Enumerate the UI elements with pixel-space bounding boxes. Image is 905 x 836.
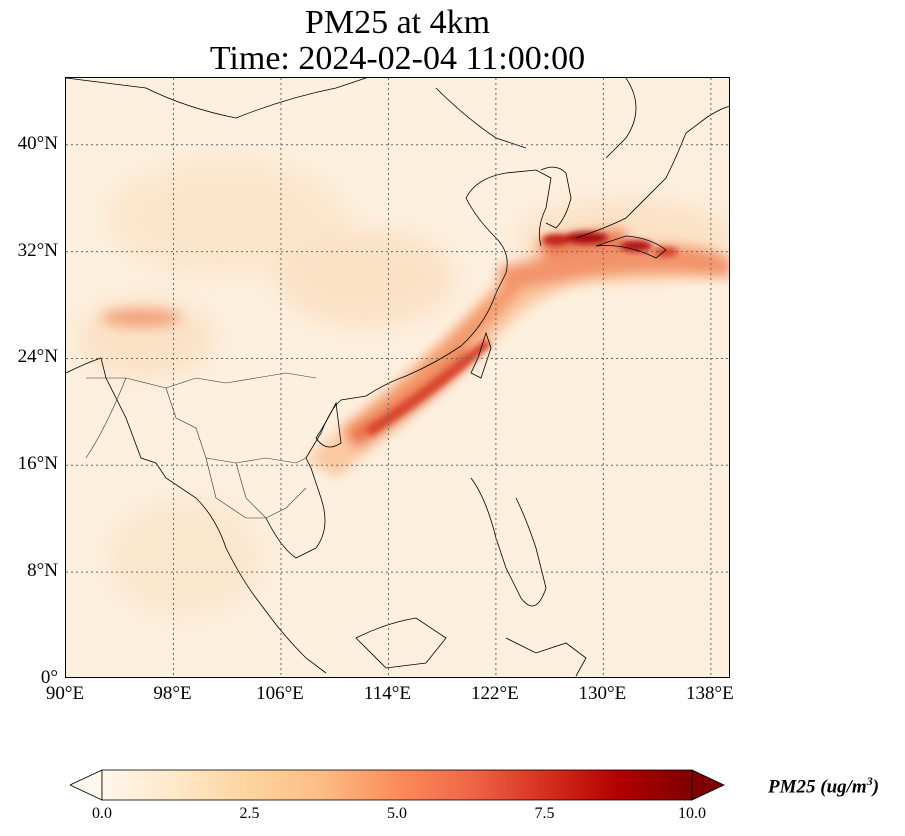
lat-tick-label: 0° (40, 667, 58, 688)
lat-tick-label: 32°N (17, 239, 58, 261)
lat-tick-label: 40°N (17, 132, 58, 154)
lon-tick-label: 106°E (256, 683, 304, 704)
colorbar-tick: 10.0 (678, 805, 706, 822)
map-title: PM25 at 4km (304, 4, 491, 41)
lon-tick-label: 98°E (153, 683, 192, 704)
lat-tick-label: 8°N (27, 560, 58, 582)
colorbar-label-close: ) (872, 776, 880, 798)
pm25-field-map (66, 78, 729, 677)
lon-tick-label: 90°E (45, 683, 85, 704)
colorbar (70, 769, 725, 801)
lon-tick-label: 138°E (685, 683, 734, 704)
gridlines (66, 78, 729, 677)
colorbar-gradient (101, 769, 693, 801)
colorbar-tick: 7.5 (534, 805, 555, 822)
colorbar-label-text: PM25 (ug/m (768, 776, 867, 798)
lon-tick-label: 122°E (471, 683, 519, 704)
colorbar-min-extension (70, 769, 103, 801)
colorbar-max-extension (691, 769, 725, 801)
colorbar-label: PM25 (ug/m3) (768, 774, 879, 798)
coastlines (66, 78, 729, 677)
colorbar-label-exponent: 3 (866, 774, 873, 788)
colorbar-tick: 2.5 (239, 805, 260, 822)
lat-tick-label: 24°N (17, 346, 58, 368)
colorbar-tick: 0.0 (92, 805, 112, 822)
map-panel (65, 77, 730, 678)
lon-tick-label: 130°E (578, 683, 627, 704)
map-subtitle-time: Time: 2024-02-04 11:00:00 (209, 40, 586, 77)
colorbar-tick: 5.0 (387, 805, 407, 822)
lon-tick-label: 114°E (363, 683, 411, 704)
lat-tick-label: 16°N (17, 453, 58, 475)
